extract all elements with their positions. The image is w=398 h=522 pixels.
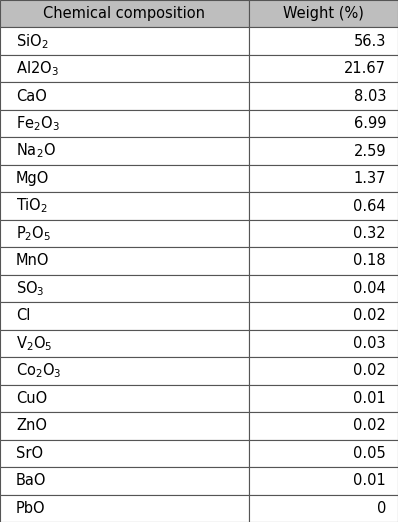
Bar bbox=[249, 330, 398, 357]
Bar bbox=[0, 137, 249, 165]
Bar bbox=[249, 247, 398, 275]
Bar bbox=[249, 165, 398, 192]
Bar bbox=[0, 55, 249, 82]
Text: 0.02: 0.02 bbox=[353, 418, 386, 433]
Text: Chemical composition: Chemical composition bbox=[43, 6, 205, 21]
Bar bbox=[249, 440, 398, 467]
Text: TiO$_2$: TiO$_2$ bbox=[16, 197, 48, 216]
Bar bbox=[0, 192, 249, 220]
Bar bbox=[0, 494, 249, 522]
Text: SiO$_2$: SiO$_2$ bbox=[16, 32, 48, 51]
Text: 0.02: 0.02 bbox=[353, 309, 386, 324]
Bar bbox=[249, 110, 398, 137]
Text: Na$_2$O: Na$_2$O bbox=[16, 142, 56, 160]
Text: Fe$_2$O$_3$: Fe$_2$O$_3$ bbox=[16, 114, 60, 133]
Text: 21.67: 21.67 bbox=[344, 61, 386, 76]
Text: MgO: MgO bbox=[16, 171, 49, 186]
Text: 0.32: 0.32 bbox=[353, 226, 386, 241]
Bar bbox=[249, 55, 398, 82]
Text: MnO: MnO bbox=[16, 254, 49, 268]
Bar bbox=[249, 28, 398, 55]
Bar bbox=[0, 440, 249, 467]
Bar bbox=[249, 385, 398, 412]
Text: 0.01: 0.01 bbox=[353, 473, 386, 488]
Bar bbox=[0, 110, 249, 137]
Text: 0: 0 bbox=[377, 501, 386, 516]
Text: 0.02: 0.02 bbox=[353, 363, 386, 378]
Text: 56.3: 56.3 bbox=[354, 34, 386, 49]
Bar bbox=[249, 137, 398, 165]
Text: P$_2$O$_5$: P$_2$O$_5$ bbox=[16, 224, 51, 243]
Bar bbox=[0, 385, 249, 412]
Bar bbox=[249, 494, 398, 522]
Text: 0.18: 0.18 bbox=[353, 254, 386, 268]
Text: CuO: CuO bbox=[16, 391, 47, 406]
Bar bbox=[0, 275, 249, 302]
Text: Weight (%): Weight (%) bbox=[283, 6, 364, 21]
Text: SrO: SrO bbox=[16, 446, 43, 461]
Bar bbox=[0, 302, 249, 330]
Text: PbO: PbO bbox=[16, 501, 45, 516]
Text: SO$_3$: SO$_3$ bbox=[16, 279, 45, 298]
Bar bbox=[0, 28, 249, 55]
Text: Co$_2$O$_3$: Co$_2$O$_3$ bbox=[16, 362, 62, 380]
Text: Cl: Cl bbox=[16, 309, 30, 324]
Bar bbox=[249, 275, 398, 302]
Text: 6.99: 6.99 bbox=[353, 116, 386, 131]
Text: 0.64: 0.64 bbox=[353, 198, 386, 213]
Bar bbox=[0, 0, 249, 28]
Text: 0.04: 0.04 bbox=[353, 281, 386, 296]
Bar bbox=[249, 302, 398, 330]
Bar bbox=[0, 467, 249, 494]
Text: BaO: BaO bbox=[16, 473, 47, 488]
Bar bbox=[0, 357, 249, 385]
Text: 0.03: 0.03 bbox=[353, 336, 386, 351]
Bar bbox=[249, 220, 398, 247]
Text: 1.37: 1.37 bbox=[353, 171, 386, 186]
Text: CaO: CaO bbox=[16, 89, 47, 104]
Bar bbox=[0, 220, 249, 247]
Bar bbox=[249, 192, 398, 220]
Bar bbox=[249, 412, 398, 440]
Bar bbox=[249, 82, 398, 110]
Text: ZnO: ZnO bbox=[16, 418, 47, 433]
Text: 8.03: 8.03 bbox=[353, 89, 386, 104]
Bar bbox=[0, 247, 249, 275]
Bar bbox=[0, 412, 249, 440]
Bar bbox=[249, 0, 398, 28]
Bar bbox=[0, 82, 249, 110]
Bar bbox=[249, 467, 398, 494]
Text: 2.59: 2.59 bbox=[353, 144, 386, 159]
Bar bbox=[0, 165, 249, 192]
Text: 0.01: 0.01 bbox=[353, 391, 386, 406]
Text: Al2O$_3$: Al2O$_3$ bbox=[16, 60, 59, 78]
Text: 0.05: 0.05 bbox=[353, 446, 386, 461]
Bar bbox=[249, 357, 398, 385]
Text: V$_2$O$_5$: V$_2$O$_5$ bbox=[16, 334, 53, 353]
Bar bbox=[0, 330, 249, 357]
